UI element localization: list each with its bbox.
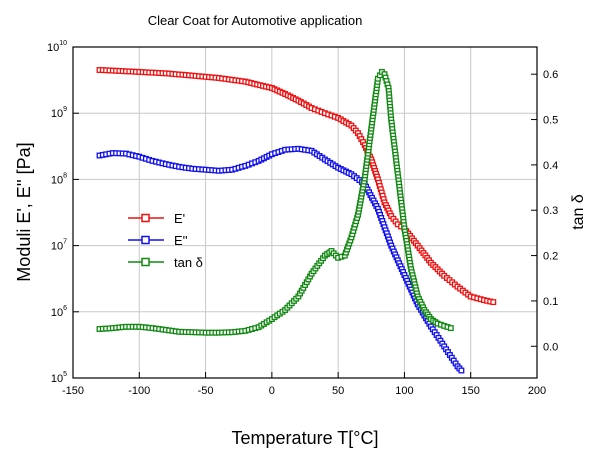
series-0 bbox=[96, 67, 497, 306]
y2-tick-label: 0.6 bbox=[543, 69, 558, 81]
legend-item-0: E' bbox=[128, 211, 185, 226]
legend-marker bbox=[141, 235, 150, 245]
y2-tick-label: 0.4 bbox=[543, 160, 558, 172]
legend-label: E'' bbox=[174, 233, 188, 248]
x-tick-label: -50 bbox=[198, 385, 214, 397]
data-point bbox=[490, 299, 497, 306]
x-tick-label: 100 bbox=[395, 385, 413, 397]
y-tick-label: 108 bbox=[51, 172, 67, 186]
x-tick-label: 0 bbox=[269, 385, 275, 397]
x-tick-label: 50 bbox=[332, 385, 344, 397]
y2-tick-label: 0.2 bbox=[543, 251, 558, 263]
y2-tick-label: 0.1 bbox=[543, 296, 558, 308]
y2-tick-label: 0.3 bbox=[543, 205, 558, 217]
y-tick-label: 107 bbox=[51, 239, 67, 253]
x-tick-label: -100 bbox=[128, 385, 150, 397]
legend-marker bbox=[141, 213, 150, 223]
y2-axis-title: tan δ bbox=[570, 194, 587, 230]
x-axis-title: Temperature T[°C] bbox=[232, 428, 379, 448]
legend: E' E'' tan δ bbox=[128, 211, 203, 270]
x-tick-label: -150 bbox=[62, 385, 84, 397]
legend-item-1: E'' bbox=[128, 233, 188, 248]
plot-frame bbox=[72, 46, 538, 379]
x-tick-label: 150 bbox=[462, 385, 480, 397]
data-point bbox=[447, 325, 454, 332]
y-tick-label: 109 bbox=[51, 106, 67, 120]
x-axis: -150 -100 -50 0 50 100 150 200 bbox=[62, 372, 546, 397]
plot-series bbox=[96, 67, 497, 374]
legend-marker bbox=[141, 257, 150, 267]
series-2 bbox=[96, 68, 454, 336]
data-point bbox=[458, 367, 465, 374]
y-tick-label: 1010 bbox=[47, 40, 67, 54]
chart-title: Clear Coat for Automotive application bbox=[148, 13, 363, 28]
y-axis-left: 1010 109 108 107 106 105 bbox=[47, 40, 79, 385]
legend-label: E' bbox=[174, 211, 185, 226]
y-tick-label: 105 bbox=[51, 371, 67, 385]
x-tick-label: 200 bbox=[528, 385, 546, 397]
y-axis-title: Moduli E', E'' [Pa] bbox=[14, 142, 34, 281]
legend-label: tan δ bbox=[174, 255, 203, 270]
y-tick-label: 106 bbox=[51, 305, 67, 319]
legend-item-2: tan δ bbox=[128, 255, 203, 270]
y2-tick-label: 0.0 bbox=[543, 341, 558, 353]
y2-tick-label: 0.5 bbox=[543, 115, 558, 127]
y-axis-right: 0.0 0.1 0.2 0.3 0.4 0.5 0.6 bbox=[531, 69, 558, 353]
